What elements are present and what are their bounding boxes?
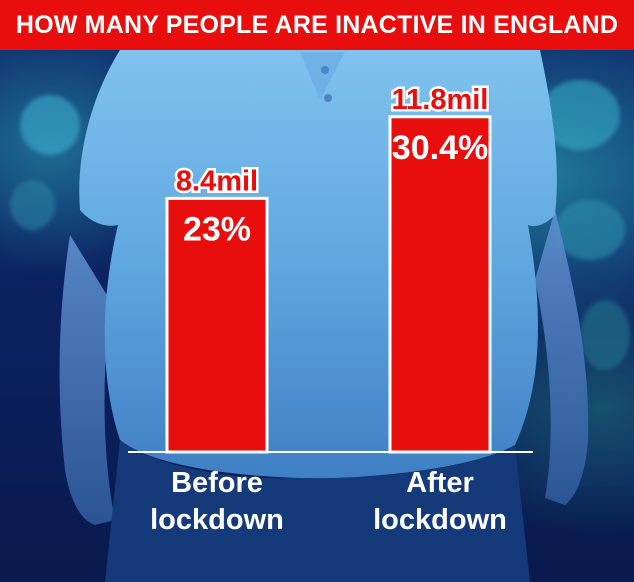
bar (165, 196, 269, 454)
bar (388, 115, 492, 454)
chart-title: HOW MANY PEOPLE ARE INACTIVE IN ENGLAND (15, 10, 619, 39)
bar-value-label: 30.4% (392, 129, 488, 167)
background-bokeh (555, 200, 625, 260)
category-label: lockdown (373, 504, 507, 536)
background-bokeh (20, 95, 80, 155)
title-banner: HOW MANY PEOPLE ARE INACTIVE IN ENGLAND (0, 0, 634, 50)
background-bokeh (10, 180, 55, 230)
background-bokeh (580, 300, 630, 370)
category-label: After (406, 467, 474, 499)
bar-top-label: 11.8mil (392, 84, 489, 116)
bar-value-label: 23% (183, 210, 251, 248)
category-label: lockdown (150, 504, 284, 536)
bar-top-label: 8.4mil (176, 165, 258, 197)
category-label: Before (171, 467, 263, 499)
